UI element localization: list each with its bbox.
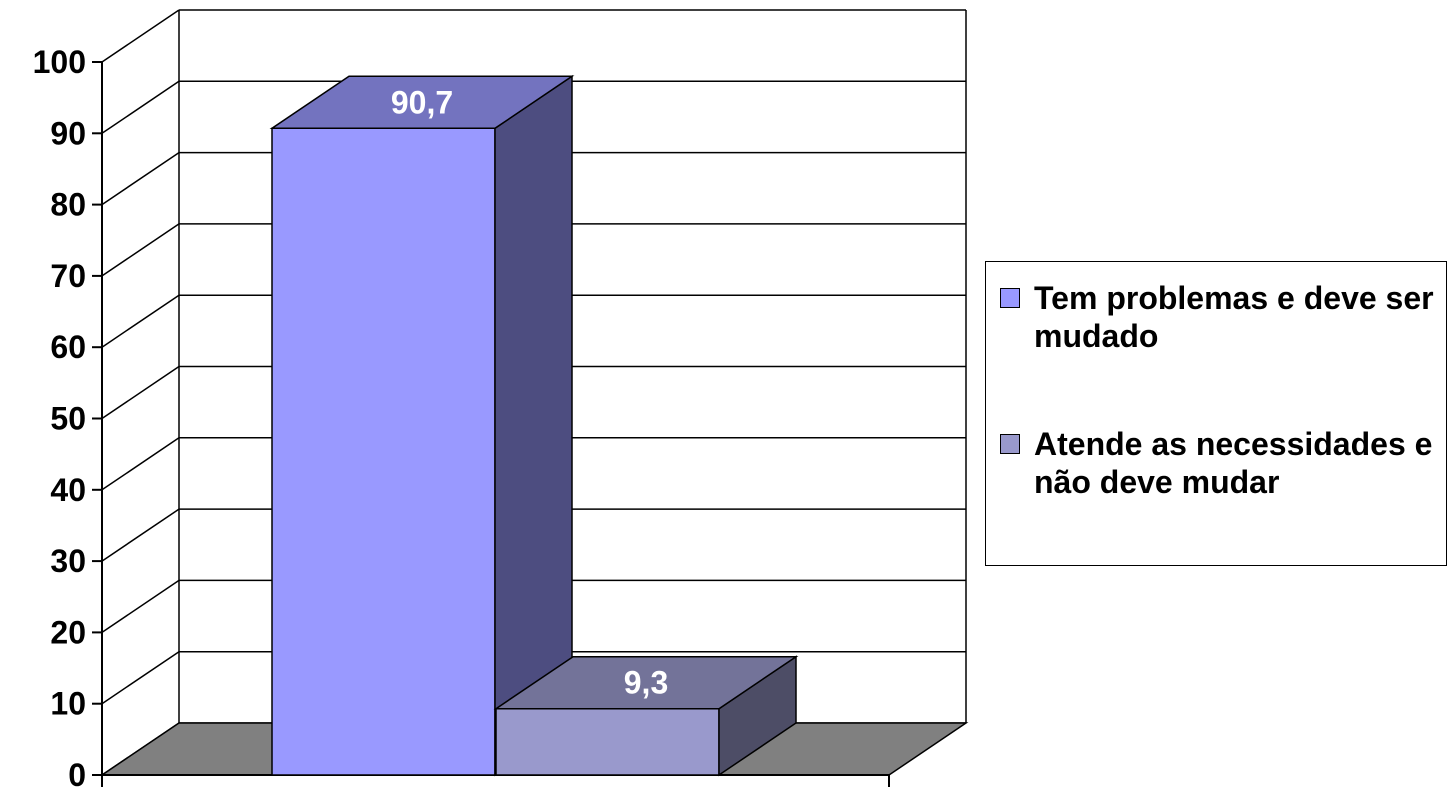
data-label: 90,7 [391, 84, 453, 120]
side-gridline [101, 223, 180, 277]
y-tick-label: 0 [68, 757, 86, 788]
bar-front [495, 707, 720, 776]
y-tick-label: 50 [50, 401, 86, 437]
side-gridline [101, 151, 180, 206]
y-tick-label: 30 [50, 543, 86, 579]
legend: Tem problemas e deve ser mudado Atende a… [985, 261, 1447, 566]
side-gridline [101, 9, 180, 63]
y-tick-label: 40 [50, 472, 86, 508]
legend-label: Atende as necessidades e não deve mudar [1034, 426, 1433, 500]
legend-label: Tem problemas e deve ser mudado [1034, 280, 1434, 354]
y-tick-label: 90 [50, 115, 86, 151]
y-tick-label: 100 [33, 44, 86, 80]
y-tick-label: 60 [50, 329, 86, 365]
bar-layer [269, 74, 799, 777]
side-gridline [101, 80, 180, 134]
y-tick-label: 20 [50, 614, 86, 650]
side-gridline [101, 294, 180, 348]
legend-item: Atende as necessidades e não deve mudar [1000, 425, 1434, 501]
bar-top [269, 75, 575, 130]
side-gridline [101, 508, 180, 562]
side-gridline [101, 437, 180, 491]
y-tick-label: 70 [50, 258, 86, 294]
bar-front [271, 127, 496, 776]
y-tick-label: 10 [50, 686, 86, 722]
y-tick-label: 80 [50, 187, 86, 223]
legend-swatch [1000, 434, 1020, 454]
bar-top [493, 655, 799, 710]
data-label: 9,3 [624, 665, 668, 701]
side-gridline [101, 651, 180, 705]
side-gridline [101, 579, 180, 634]
side-gridline [101, 365, 180, 420]
legend-swatch [1000, 288, 1020, 308]
axis-layer: 0 10 20 30 40 50 60 70 80 90 100 [33, 44, 890, 788]
legend-item: Tem problemas e deve ser mudado [1000, 279, 1434, 355]
label-layer: 90,7 9,3 [391, 84, 668, 700]
